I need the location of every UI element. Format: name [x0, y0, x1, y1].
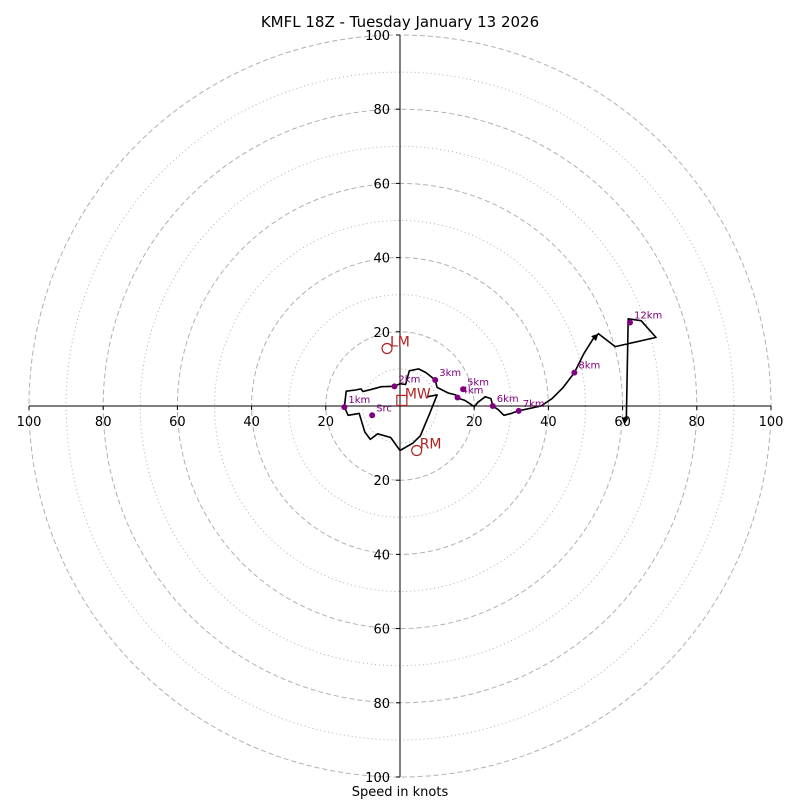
x-tick-label: 80	[95, 415, 112, 430]
y-tick-label: 100	[365, 771, 390, 786]
x-tick-label: 40	[540, 415, 557, 430]
height-marker-dot	[489, 403, 496, 409]
hodograph-trace	[343, 317, 657, 452]
height-marker-dot	[454, 394, 461, 401]
end-arrowhead	[621, 417, 629, 425]
height-marker-label: 5km	[467, 377, 489, 388]
storm-marker-label: RM	[420, 437, 442, 453]
height-marker-dot	[627, 319, 634, 326]
y-tick-label: 60	[373, 623, 390, 638]
height-marker-dot	[341, 404, 348, 411]
x-axis-label: Speed in knots	[352, 785, 449, 800]
height-marker-label: 4km	[462, 385, 484, 396]
storm-marker-circle	[411, 444, 423, 457]
x-tick-label: 60	[614, 415, 631, 430]
storm-marker-circle	[381, 342, 393, 355]
height-marker-dot	[432, 377, 439, 384]
x-tick-label: 20	[466, 415, 483, 430]
y-tick-label: 60	[373, 177, 390, 192]
height-marker-label: 8km	[578, 361, 600, 372]
trace-arrowhead	[591, 333, 599, 342]
height-marker-label: 1km	[348, 395, 370, 406]
axis-ticks: 100 80 60 40 20 20 40 60 80 100 100 80 60 40 20 20 40 60 8…	[17, 29, 784, 786]
storm-marker-label: MW	[405, 386, 431, 402]
height-marker-label: Src	[376, 403, 392, 414]
y-tick-label: 40	[373, 548, 390, 563]
height-marker-dot	[460, 386, 467, 393]
height-marker-dot	[369, 412, 376, 419]
x-tick-label: 100	[17, 415, 42, 430]
height-marker-label: 6km	[497, 394, 519, 405]
storm-marker-label: LM	[390, 334, 410, 350]
storm-motion-markers: LM MW RM	[381, 334, 442, 457]
y-tick-label: 80	[373, 103, 390, 118]
height-marker-label: 2km	[398, 374, 420, 385]
x-tick-label: 40	[243, 415, 260, 430]
chart-title: KMFL 18Z - Tuesday January 13 2026	[261, 13, 539, 31]
x-tick-label: 100	[759, 415, 784, 430]
x-tick-label: 20	[318, 415, 335, 430]
y-tick-label: 20	[373, 474, 390, 489]
storm-marker-square	[396, 394, 408, 407]
height-marker-dot	[515, 407, 522, 414]
height-marker-dot	[571, 369, 578, 376]
x-tick-label: 80	[689, 415, 706, 430]
height-marker-label: 3km	[439, 368, 461, 379]
x-tick-label: 60	[169, 415, 186, 430]
height-marker-label: 7km	[523, 399, 545, 410]
height-marker-dot	[391, 383, 398, 390]
y-tick-label: 20	[373, 326, 390, 341]
height-marker-label: 12km	[634, 311, 662, 322]
hodograph-line	[343, 317, 657, 452]
y-tick-label: 80	[373, 697, 390, 712]
y-tick-label: 100	[365, 29, 390, 44]
y-tick-label: 40	[373, 252, 390, 267]
